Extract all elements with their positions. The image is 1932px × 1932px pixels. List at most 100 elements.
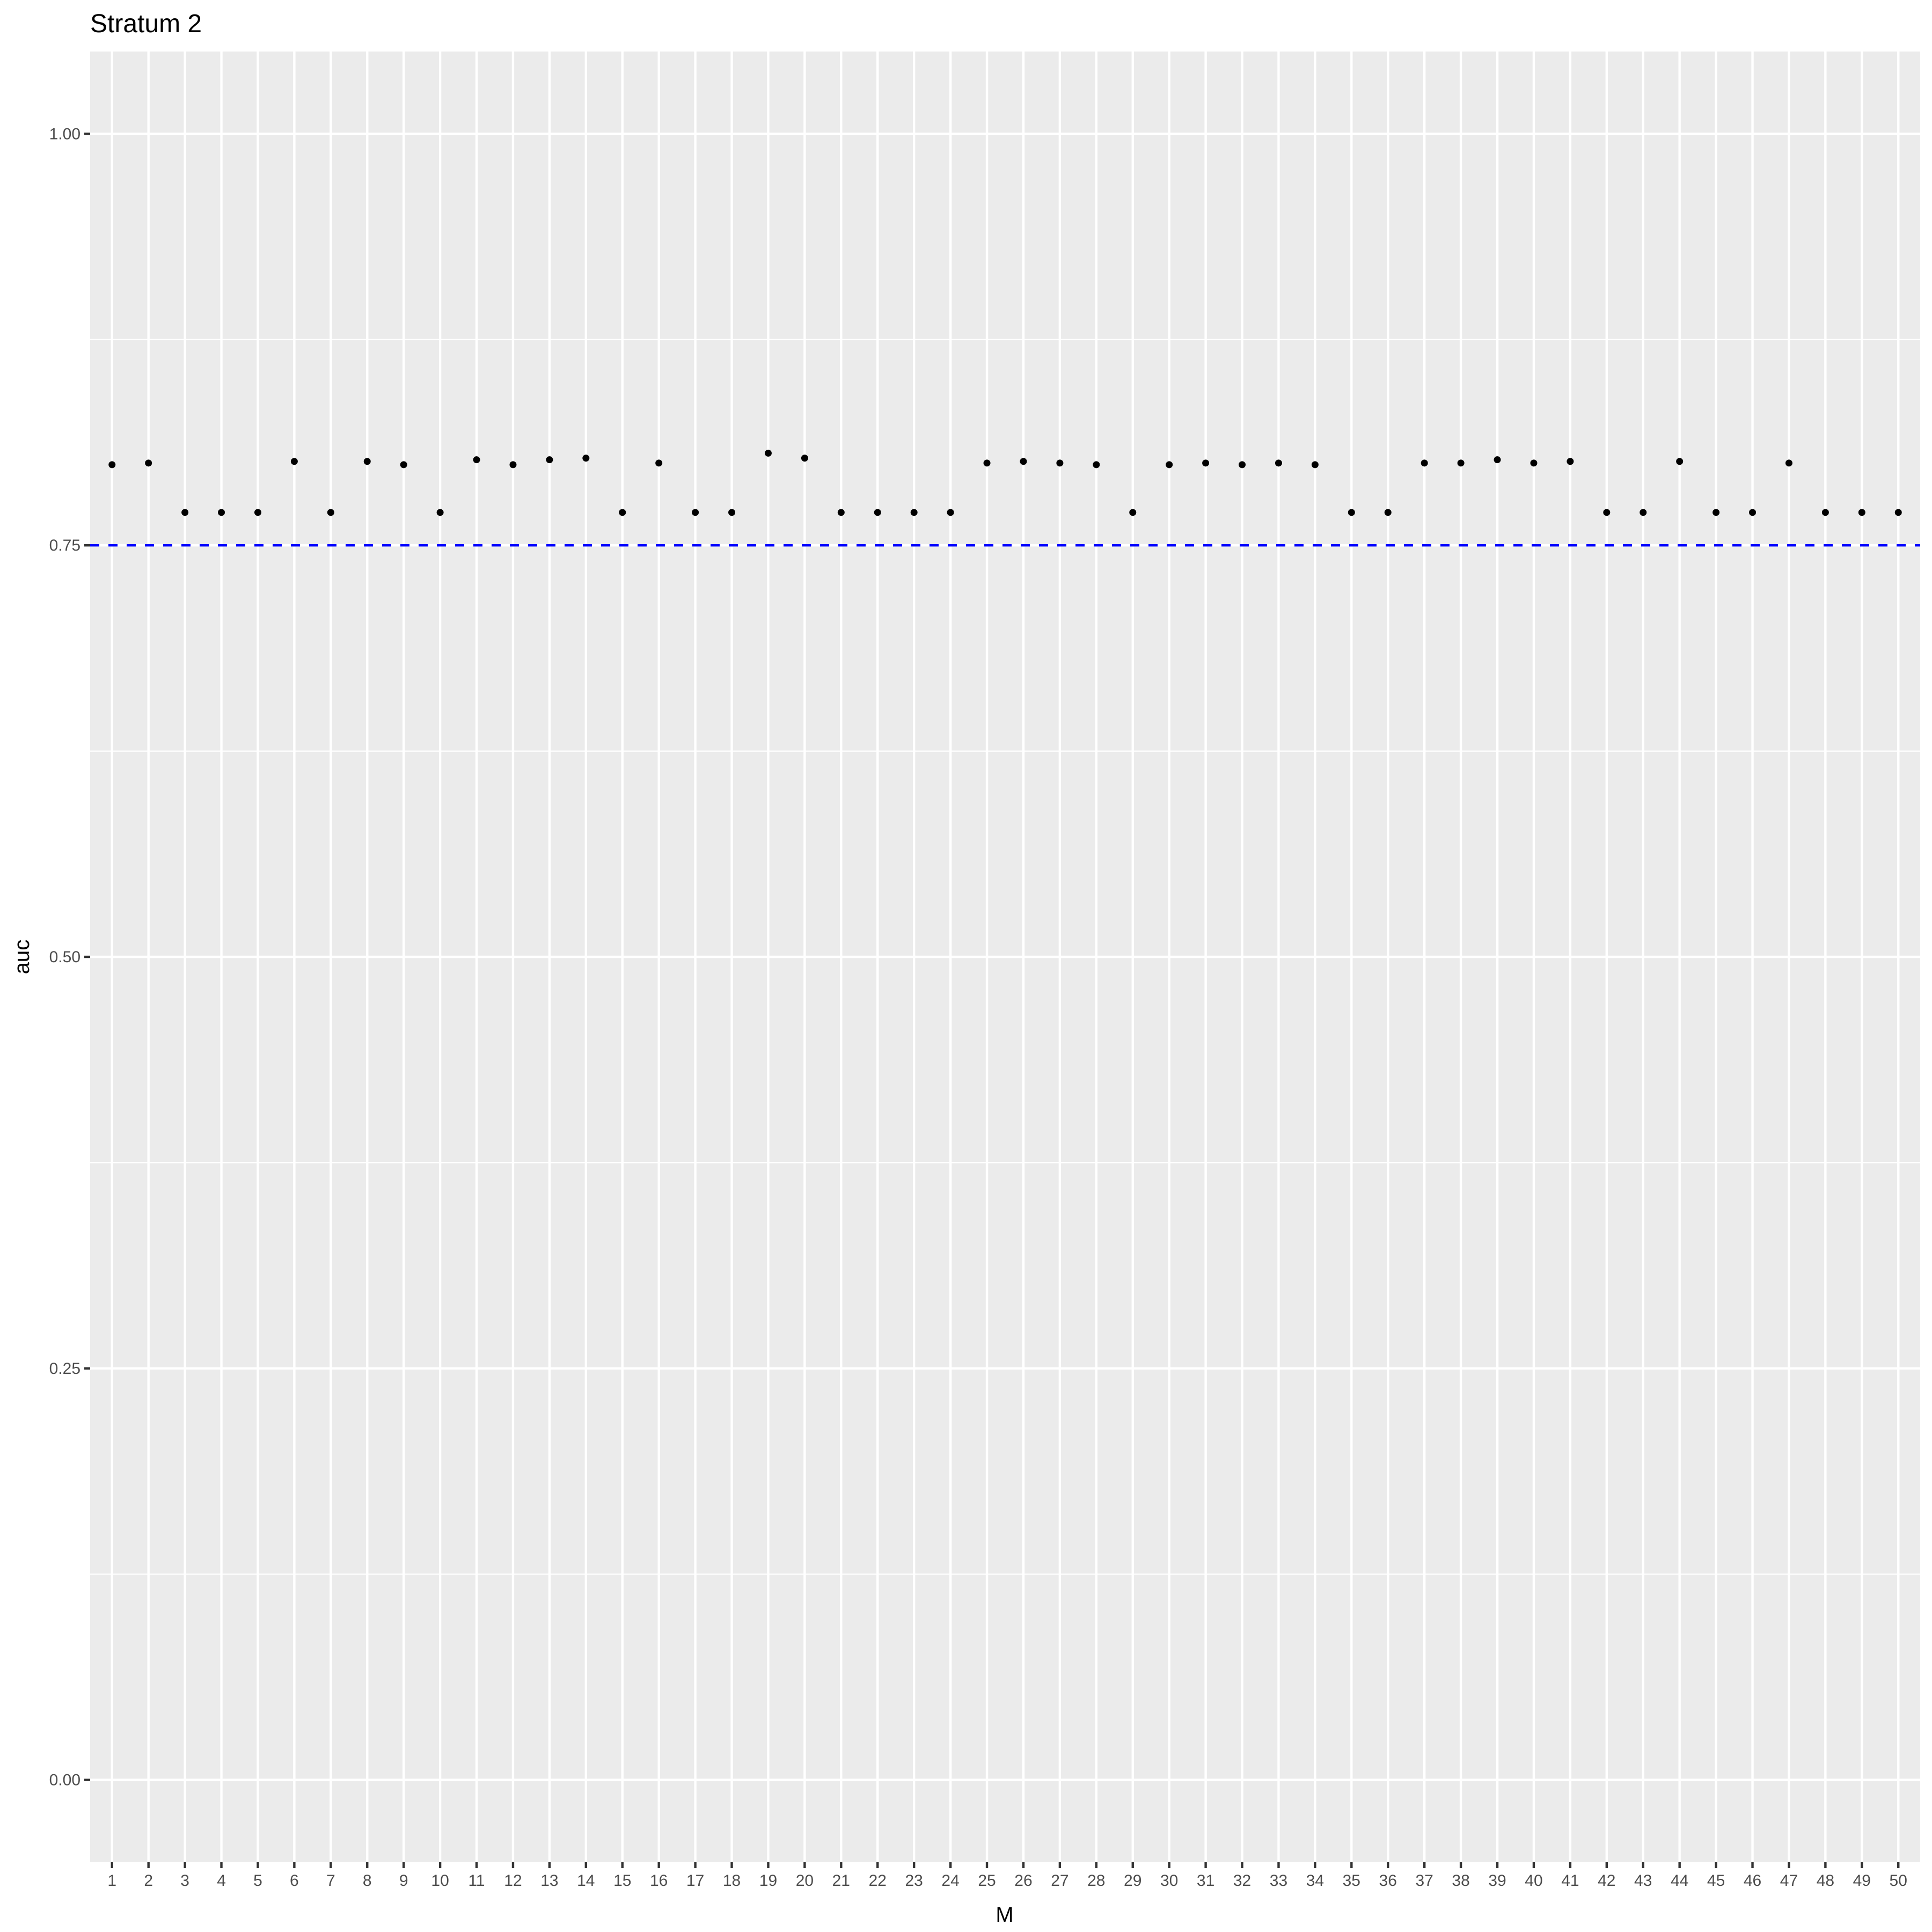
x-tick-label: 33 xyxy=(1270,1872,1287,1890)
data-point xyxy=(728,509,736,516)
data-point xyxy=(327,509,334,516)
x-tick-label: 29 xyxy=(1124,1872,1141,1890)
data-point xyxy=(1202,459,1210,467)
x-tick-label: 5 xyxy=(253,1872,262,1890)
chart-title: Stratum 2 xyxy=(90,10,202,38)
data-point xyxy=(546,456,553,464)
data-point xyxy=(983,459,991,467)
x-tick-label: 12 xyxy=(504,1872,522,1890)
grid-major xyxy=(90,52,1920,1862)
x-tick-label: 27 xyxy=(1051,1872,1069,1890)
x-tick-label: 18 xyxy=(723,1872,741,1890)
x-tick-label: 21 xyxy=(832,1872,850,1890)
x-tick-label: 38 xyxy=(1452,1872,1469,1890)
y-tick-label: 0.00 xyxy=(49,1772,80,1789)
x-tick-label: 47 xyxy=(1780,1872,1798,1890)
data-point xyxy=(874,509,881,516)
data-point xyxy=(181,509,189,516)
data-point xyxy=(473,456,480,464)
data-point xyxy=(218,509,225,516)
x-tick-label: 40 xyxy=(1525,1872,1542,1890)
x-tick-label: 1 xyxy=(107,1872,116,1890)
data-point xyxy=(1311,461,1319,469)
data-point xyxy=(1530,459,1538,467)
data-point xyxy=(1494,456,1501,464)
data-point xyxy=(1894,509,1902,516)
x-tick-label: 26 xyxy=(1014,1872,1032,1890)
data-point xyxy=(910,509,918,516)
y-tick-label: 0.25 xyxy=(49,1360,80,1378)
x-tick-label: 39 xyxy=(1488,1872,1506,1890)
data-point xyxy=(509,461,517,469)
data-point xyxy=(1457,459,1465,467)
data-point xyxy=(1749,509,1757,516)
data-point xyxy=(363,458,371,465)
x-tick-label: 22 xyxy=(869,1872,887,1890)
x-tick-label: 30 xyxy=(1160,1872,1178,1890)
data-point xyxy=(1821,509,1829,516)
x-tick-label: 42 xyxy=(1598,1872,1615,1890)
x-tick-label: 44 xyxy=(1671,1872,1688,1890)
x-tick-label: 36 xyxy=(1379,1872,1397,1890)
x-tick-label: 2 xyxy=(144,1872,153,1890)
data-point xyxy=(1056,459,1064,467)
data-point xyxy=(1020,458,1027,465)
y-axis: 0.00 0.25 0.50 0.75 1.00 xyxy=(49,125,90,1789)
x-tick-label: 11 xyxy=(468,1872,485,1890)
points xyxy=(108,449,1902,516)
x-tick-label: 28 xyxy=(1087,1872,1105,1890)
data-point xyxy=(692,509,699,516)
y-tick-label: 0.75 xyxy=(49,537,80,554)
x-tick-label: 31 xyxy=(1197,1872,1214,1890)
data-point xyxy=(1129,509,1137,516)
x-tick-label: 15 xyxy=(613,1872,631,1890)
data-point xyxy=(947,509,954,516)
x-tick-label: 7 xyxy=(326,1872,335,1890)
x-tick-label: 4 xyxy=(217,1872,226,1890)
x-tick-label: 24 xyxy=(941,1872,959,1890)
data-point xyxy=(1603,509,1611,516)
x-tick-label: 20 xyxy=(796,1872,814,1890)
data-point xyxy=(801,455,808,462)
x-tick-label: 41 xyxy=(1561,1872,1579,1890)
x-tick-label: 3 xyxy=(180,1872,189,1890)
data-point xyxy=(108,461,116,469)
data-point xyxy=(1239,461,1246,469)
x-tick-label: 14 xyxy=(577,1872,595,1890)
data-point xyxy=(254,509,261,516)
x-tick-label: 50 xyxy=(1890,1872,1907,1890)
data-point xyxy=(619,509,626,516)
x-tick-label: 25 xyxy=(978,1872,996,1890)
x-tick-label: 45 xyxy=(1707,1872,1725,1890)
data-point xyxy=(1640,509,1647,516)
data-point xyxy=(1713,509,1720,516)
x-axis-title: M xyxy=(996,1903,1013,1927)
x-tick-label: 35 xyxy=(1343,1872,1360,1890)
data-point xyxy=(436,509,444,516)
data-point xyxy=(582,455,590,462)
data-point xyxy=(400,461,407,469)
data-point xyxy=(1421,459,1428,467)
data-point xyxy=(1166,461,1173,469)
x-tick-label: 19 xyxy=(759,1872,777,1890)
x-tick-label: 6 xyxy=(290,1872,299,1890)
data-point xyxy=(837,509,845,516)
data-point xyxy=(1348,509,1355,516)
data-point xyxy=(764,449,772,457)
y-tick-label: 1.00 xyxy=(49,125,80,143)
x-tick-label: 32 xyxy=(1233,1872,1251,1890)
x-tick-label: 16 xyxy=(650,1872,668,1890)
x-tick-label: 10 xyxy=(431,1872,449,1890)
data-point xyxy=(1676,458,1684,465)
x-tick-label: 49 xyxy=(1853,1872,1871,1890)
data-point xyxy=(290,458,298,465)
data-point xyxy=(1093,461,1100,469)
x-tick-label: 43 xyxy=(1634,1872,1652,1890)
grid-minor xyxy=(90,339,1920,1575)
data-point xyxy=(1785,459,1792,467)
y-tick-label: 0.50 xyxy=(49,948,80,966)
y-axis-title: auc xyxy=(10,940,34,975)
x-tick-label: 48 xyxy=(1817,1872,1834,1890)
data-point xyxy=(1858,509,1865,516)
